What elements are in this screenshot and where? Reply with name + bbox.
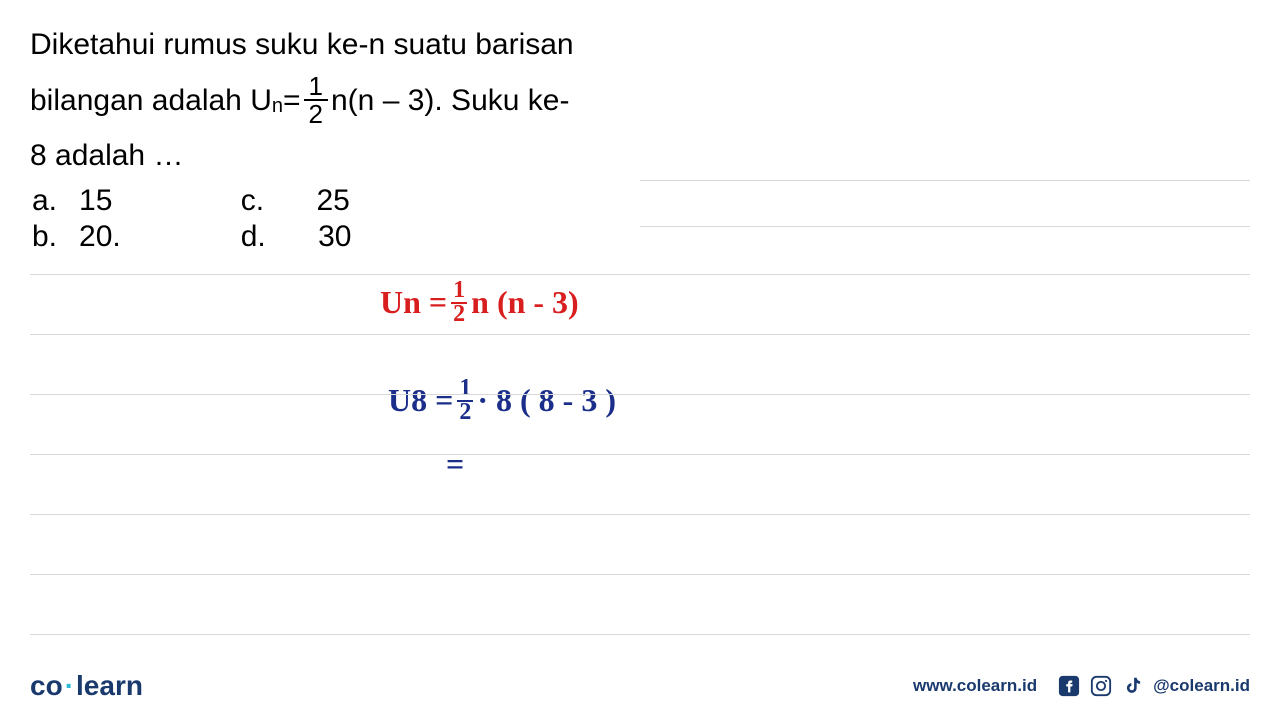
social-handle: @colearn.id xyxy=(1153,676,1250,696)
option-c-value: 25 xyxy=(316,184,349,218)
option-d: d. 30 xyxy=(241,220,352,254)
footer-right: www.colearn.id @colearn.id xyxy=(913,674,1250,698)
hw-blue1-den: 2 xyxy=(457,402,473,424)
instagram-icon xyxy=(1089,674,1113,698)
logo-dot-icon: · xyxy=(65,670,74,701)
option-c-letter: c. xyxy=(241,184,264,218)
logo: co·learn xyxy=(30,670,143,702)
line2-sub: n xyxy=(272,91,283,121)
option-d-value: 30 xyxy=(318,220,351,254)
frac-den: 2 xyxy=(304,101,328,127)
logo-learn: learn xyxy=(76,670,143,701)
answer-options: a. 15 b. 20. c. 25 d. 30 xyxy=(30,184,1250,254)
question-line-3: 8 adalah … xyxy=(30,133,1250,178)
option-a-value: 15 xyxy=(79,184,112,218)
handwriting-blue-2: = xyxy=(446,446,464,483)
line2-eq: = xyxy=(283,78,301,123)
question-line-1: Diketahui rumus suku ke-n suatu barisan xyxy=(30,22,1250,67)
hw-blue1-frac: 1 2 xyxy=(457,378,473,423)
options-col-1: a. 15 b. 20. xyxy=(32,184,121,254)
website-url: www.colearn.id xyxy=(913,676,1037,696)
hw-blue1-prefix: U8 = xyxy=(388,382,453,419)
option-a: a. 15 xyxy=(32,184,121,218)
fraction: 1 2 xyxy=(304,73,328,127)
line2-after-frac: n(n – 3) xyxy=(331,78,434,123)
hw-red-num: 1 xyxy=(451,280,467,302)
logo-co: co xyxy=(30,670,63,701)
option-b: b. 20. xyxy=(32,220,121,254)
footer: co·learn www.colearn.id @colearn.id xyxy=(30,670,1250,702)
hw-red-suffix: n (n - 3) xyxy=(471,284,579,321)
facebook-icon xyxy=(1057,674,1081,698)
tiktok-icon xyxy=(1121,674,1145,698)
option-a-letter: a. xyxy=(32,184,57,218)
hw-red-frac: 1 2 xyxy=(451,280,467,325)
options-col-2: c. 25 d. 30 xyxy=(241,184,352,254)
question-block: Diketahui rumus suku ke-n suatu barisan … xyxy=(0,0,1280,254)
handwriting-blue-1: U8 = 1 2 · 8 ( 8 - 3 ) xyxy=(388,378,616,423)
line2-suffix: . Suku ke- xyxy=(434,78,569,123)
hw-blue1-num: 1 xyxy=(457,378,473,400)
hw-red-den: 2 xyxy=(451,304,467,326)
option-b-letter: b. xyxy=(32,220,57,254)
handwriting-red: Un = 1 2 n (n - 3) xyxy=(380,280,579,325)
option-c: c. 25 xyxy=(241,184,352,218)
hw-red-prefix: Un = xyxy=(380,284,447,321)
line2-prefix: bilangan adalah U xyxy=(30,78,272,123)
hw-blue1-suffix: · 8 ( 8 - 3 ) xyxy=(477,382,616,419)
frac-num: 1 xyxy=(304,73,328,101)
option-b-value: 20. xyxy=(79,220,121,254)
question-line-2: bilangan adalah Un = 1 2 n(n – 3). Suku … xyxy=(30,73,1250,127)
option-d-letter: d. xyxy=(241,220,266,254)
social-icons: @colearn.id xyxy=(1057,674,1250,698)
